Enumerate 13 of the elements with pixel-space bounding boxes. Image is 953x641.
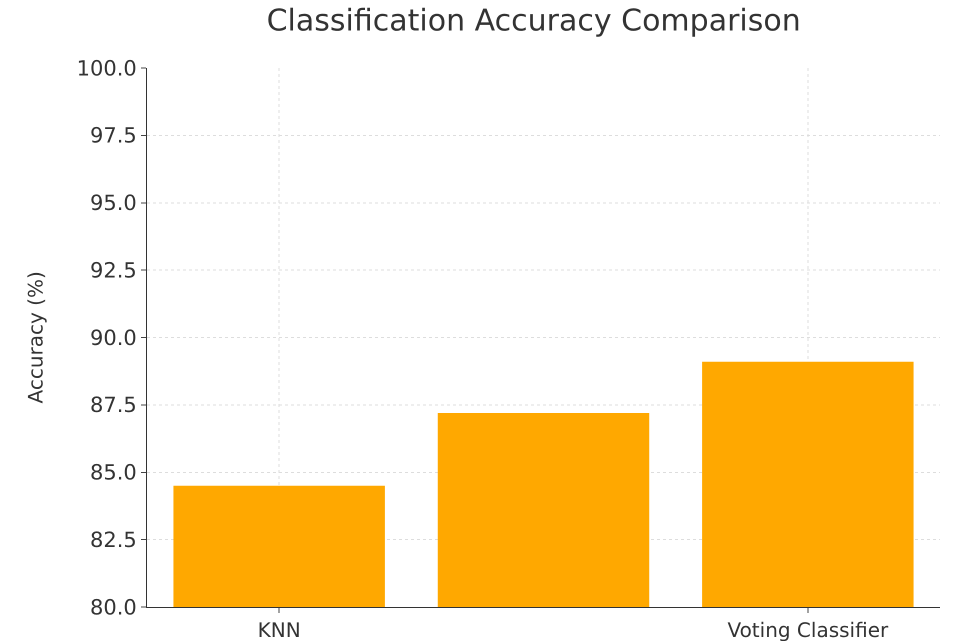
y-tick-label: 90.0 [90, 326, 137, 350]
y-tick-label: 87.5 [90, 393, 137, 418]
y-tick-label: 85.0 [90, 460, 137, 485]
chart-title: Classification Accuracy Comparison [266, 4, 801, 39]
y-tick-label: 82.5 [90, 528, 137, 552]
x-tick-label: Voting Classifier [727, 618, 889, 641]
y-tick-label: 80.0 [90, 595, 137, 620]
y-tick-label: 100.0 [76, 56, 137, 80]
y-tick-label: 95.0 [90, 191, 137, 216]
y-tick-label: 97.5 [90, 124, 137, 148]
y-axis-title: Accuracy (%) [24, 271, 48, 404]
x-tick-label: KNN [258, 618, 301, 641]
y-tick-label: 92.5 [90, 258, 137, 282]
